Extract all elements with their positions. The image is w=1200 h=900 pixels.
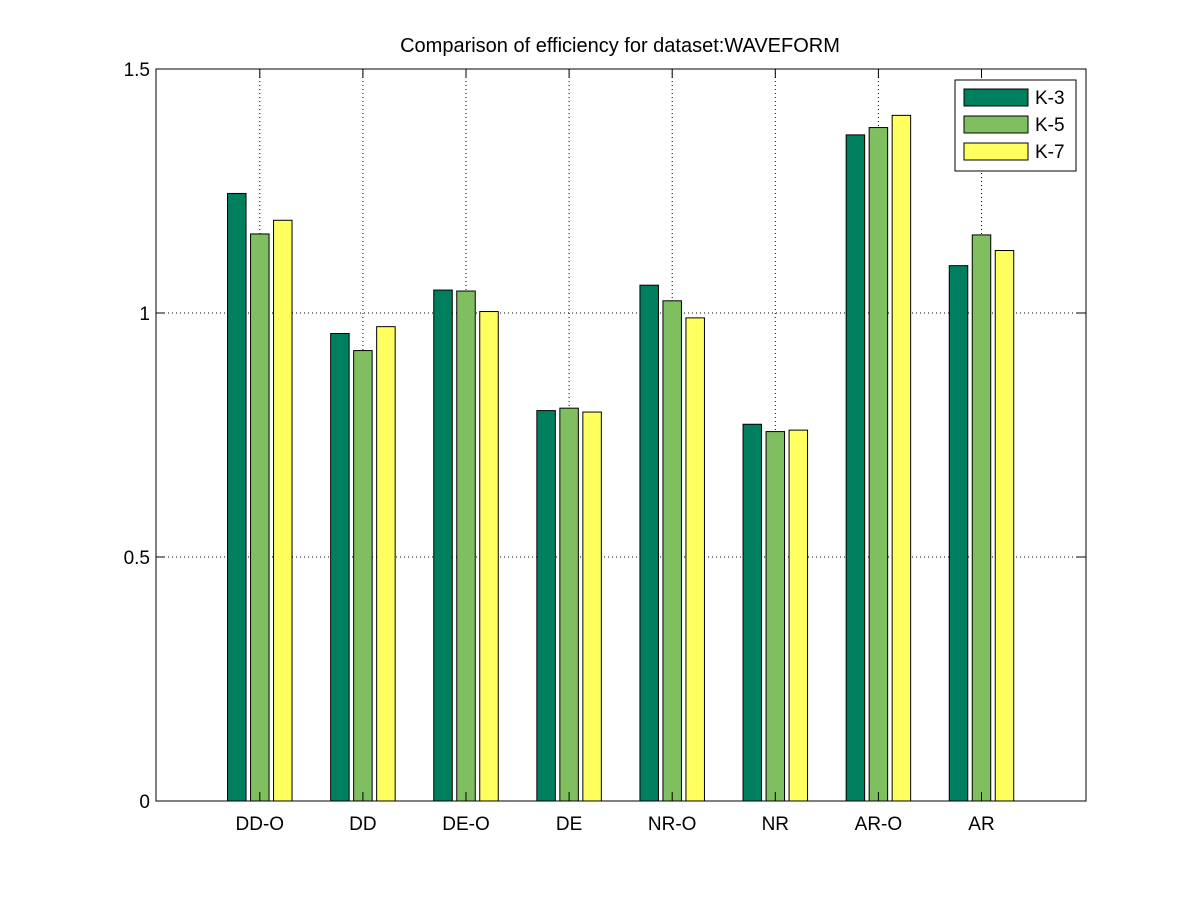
x-tick-label: DE: [556, 814, 582, 835]
x-tick-label: DD-O: [236, 814, 285, 835]
bar: [971, 234, 992, 802]
x-tick-label: DD: [349, 814, 376, 835]
bar: [662, 300, 682, 802]
grid-lines: [156, 69, 1086, 801]
bar: [582, 411, 602, 802]
bar: [559, 407, 579, 802]
bar: [330, 332, 350, 802]
bar: [845, 134, 866, 802]
legend: K-3 K-5 K-7: [954, 79, 1077, 172]
bar: [456, 290, 476, 802]
bar: [948, 265, 969, 802]
y-tick-label: 1: [139, 304, 150, 325]
bar: [788, 429, 809, 802]
plot-frame: [155, 68, 1087, 802]
x-tick-label: NR-O: [648, 814, 697, 835]
legend-swatch: [963, 115, 1029, 134]
bar: [479, 311, 499, 802]
bar: [891, 114, 912, 802]
legend-label: K-7: [1035, 142, 1065, 163]
bar: [685, 317, 705, 802]
bar: [536, 410, 556, 802]
legend-label: K-5: [1035, 115, 1065, 136]
bar: [250, 233, 270, 802]
bar: [868, 127, 889, 802]
bar: [765, 431, 786, 802]
bar: [376, 326, 396, 802]
axis-ticks: 0 0.5 1 1.5 DD-O DD DE-O DE NR-O NR AR-O AR: [124, 60, 1086, 835]
bar: [994, 250, 1015, 802]
bar: [227, 192, 247, 802]
bars: [227, 114, 1015, 802]
y-tick-label: 1.5: [124, 60, 150, 81]
bar: [273, 219, 293, 802]
bar: [433, 289, 453, 802]
y-tick-label: 0.5: [124, 548, 150, 569]
legend-label: K-3: [1035, 88, 1065, 109]
y-tick-label: 0: [139, 792, 150, 813]
x-tick-label: AR: [968, 814, 994, 835]
x-tick-label: DE-O: [442, 814, 490, 835]
chart-title: Comparison of efficiency for dataset:WAV…: [400, 35, 840, 57]
legend-swatch: [963, 88, 1029, 107]
plot-area: [156, 69, 1086, 801]
x-tick-label: AR-O: [855, 814, 903, 835]
legend-swatch: [963, 142, 1029, 161]
bar: [353, 350, 373, 802]
bar: [639, 284, 659, 802]
bar: [742, 423, 763, 802]
x-tick-label: NR: [762, 814, 789, 835]
